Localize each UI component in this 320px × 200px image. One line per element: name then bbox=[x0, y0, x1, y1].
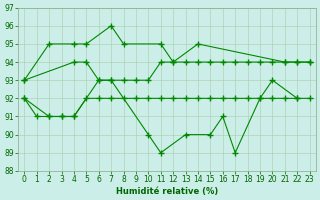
X-axis label: Humidité relative (%): Humidité relative (%) bbox=[116, 187, 218, 196]
